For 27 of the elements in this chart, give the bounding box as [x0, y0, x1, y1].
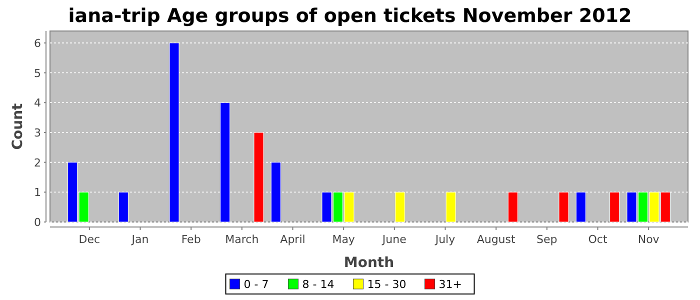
legend-label: 8 - 14 [302, 278, 334, 291]
x-tick-label: July [434, 233, 456, 246]
y-axis-title: Count [10, 102, 26, 150]
x-tick-label: Nov [638, 233, 660, 246]
x-tick-label: March [225, 233, 259, 246]
x-tick-label: Dec [78, 233, 100, 246]
x-tick-label: April [280, 233, 306, 246]
y-tick-label: 4 [34, 96, 41, 110]
chart-title: iana-trip Age groups of open tickets November 2012 [68, 5, 632, 27]
y-tick-label: 0 [34, 216, 41, 229]
x-tick-label: Sep [536, 233, 558, 246]
x-tick-label: Jan [130, 233, 149, 246]
x-tick-label: Oct [588, 233, 608, 246]
y-tick-label: 2 [34, 156, 41, 170]
x-tick-label: Feb [181, 233, 201, 246]
legend-label: 0 - 7 [244, 278, 269, 291]
y-tick-label: 5 [34, 66, 41, 80]
bar [446, 192, 456, 222]
y-tick-label: 3 [34, 126, 41, 140]
y-tick-label: 1 [34, 186, 41, 200]
legend-label: 31+ [438, 278, 462, 291]
x-tick-label: June [381, 233, 407, 246]
legend-label: 15 - 30 [367, 278, 406, 291]
y-tick-label: 6 [34, 36, 41, 50]
x-tick-label: May [332, 233, 356, 246]
x-axis-title: Month [344, 255, 394, 271]
x-tick-label: August [476, 233, 516, 246]
